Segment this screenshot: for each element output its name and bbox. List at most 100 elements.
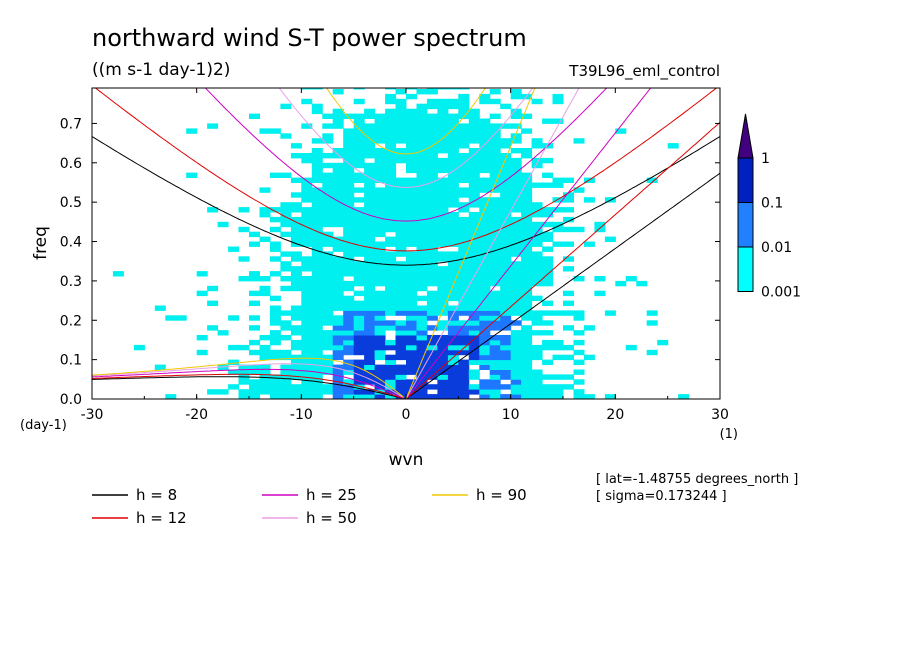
spectrum-cell xyxy=(531,330,543,336)
spectrum-cell xyxy=(406,221,417,228)
spectrum-cell xyxy=(437,285,449,292)
spectrum-cell xyxy=(385,310,397,316)
spectrum-cell xyxy=(563,384,574,390)
spectrum-cell xyxy=(437,207,449,213)
spectrum-cell xyxy=(406,231,417,238)
legend-label: h = 8 xyxy=(136,486,177,504)
spectrum-cell xyxy=(332,216,344,223)
spectrum-cell xyxy=(311,108,323,115)
spectrum-cell xyxy=(426,226,438,233)
spectrum-cell xyxy=(542,212,554,218)
spectrum-cell xyxy=(301,354,313,361)
spectrum-cell xyxy=(468,108,480,115)
spectrum-cell xyxy=(322,177,334,183)
spectrum-cell xyxy=(322,241,334,247)
spectrum-cell xyxy=(395,221,407,228)
spectrum-cell xyxy=(311,187,323,193)
spectrum-cell xyxy=(416,153,428,159)
spectrum-cell xyxy=(489,221,501,228)
spectrum-cell xyxy=(311,221,323,228)
spectrum-cell xyxy=(563,310,574,316)
spectrum-cell xyxy=(249,384,260,390)
spectrum-cell xyxy=(353,157,365,164)
spectrum-cell xyxy=(479,276,491,282)
spectrum-cell xyxy=(468,330,480,336)
spectrum-cell xyxy=(458,241,470,247)
spectrum-cell xyxy=(563,290,574,297)
spectrum-cell xyxy=(353,207,365,213)
spectrum-cell xyxy=(447,305,459,311)
spectrum-cell xyxy=(458,364,470,370)
spectrum-cell xyxy=(332,118,344,124)
spectrum-cell xyxy=(311,359,323,365)
spectrum-cell xyxy=(458,138,470,144)
spectrum-cell xyxy=(290,339,302,346)
spectrum-cell xyxy=(374,202,386,208)
spectrum-cell xyxy=(447,241,459,247)
spectrum-cell xyxy=(343,187,355,193)
spectrum-cell xyxy=(385,280,397,287)
spectrum-cell xyxy=(468,221,480,228)
spectrum-cell xyxy=(437,182,449,188)
spectrum-cell xyxy=(542,389,554,395)
spectrum-cell xyxy=(479,148,491,154)
spectrum-cell xyxy=(374,290,386,297)
spectrum-cell xyxy=(343,128,355,134)
spectrum-cell xyxy=(479,364,491,370)
spectrum-cell xyxy=(249,231,260,238)
spectrum-cell xyxy=(458,271,470,277)
spectrum-cell xyxy=(343,364,355,370)
spectrum-cell xyxy=(332,167,344,174)
ig-curve xyxy=(92,136,720,266)
spectrum-cell xyxy=(301,369,313,375)
spectrum-cell xyxy=(489,256,501,262)
spectrum-cell xyxy=(301,339,313,346)
spectrum-cell xyxy=(500,305,512,311)
spectrum-cell xyxy=(395,202,407,208)
spectrum-cell xyxy=(479,349,491,356)
spectrum-cell xyxy=(364,300,376,306)
spectrum-cell xyxy=(479,167,491,174)
spectrum-cell xyxy=(353,153,365,159)
spectrum-cell xyxy=(186,128,198,134)
spectrum-cell xyxy=(552,374,564,380)
spectrum-cell xyxy=(395,369,407,375)
spectrum-cell xyxy=(364,280,376,287)
spectrum-cell xyxy=(500,103,512,110)
spectrum-cell xyxy=(426,138,438,144)
spectrum-cell xyxy=(458,143,470,149)
spectrum-cell xyxy=(395,148,407,154)
spectrum-cell xyxy=(269,241,281,247)
spectrum-cell xyxy=(301,182,313,188)
spectrum-cell xyxy=(489,271,501,277)
spectrum-cell xyxy=(311,172,323,178)
spectrum-cell xyxy=(531,271,543,277)
spectrum-cell xyxy=(437,271,449,277)
spectrum-cell xyxy=(364,285,376,292)
spectrum-cell xyxy=(249,290,260,297)
spectrum-cell xyxy=(510,162,522,169)
spectrum-cell xyxy=(311,290,323,297)
spectrum-cell xyxy=(447,138,459,144)
spectrum-cell xyxy=(374,344,386,351)
spectrum-cell xyxy=(269,374,281,380)
spectrum-cell xyxy=(479,305,491,311)
spectrum-cell xyxy=(269,295,281,302)
spectrum-cell xyxy=(322,172,334,178)
spectrum-cell xyxy=(531,207,543,213)
spectrum-cell xyxy=(311,231,323,238)
spectrum-cell xyxy=(311,295,323,302)
spectrum-cell xyxy=(468,153,480,159)
spectrum-cell xyxy=(301,157,313,164)
spectrum-cell xyxy=(290,236,302,242)
spectrum-cell xyxy=(500,241,512,247)
spectrum-cell xyxy=(510,300,522,306)
chart-subtitle: ((m s-1 day-1)2) xyxy=(92,60,230,80)
spectrum-cell xyxy=(552,384,564,390)
spectrum-cell xyxy=(563,344,574,351)
spectrum-cell xyxy=(322,202,334,208)
spectrum-cell xyxy=(332,315,344,321)
spectrum-cell xyxy=(657,339,669,346)
spectrum-cell xyxy=(437,305,449,311)
spectrum-cell xyxy=(426,394,438,399)
